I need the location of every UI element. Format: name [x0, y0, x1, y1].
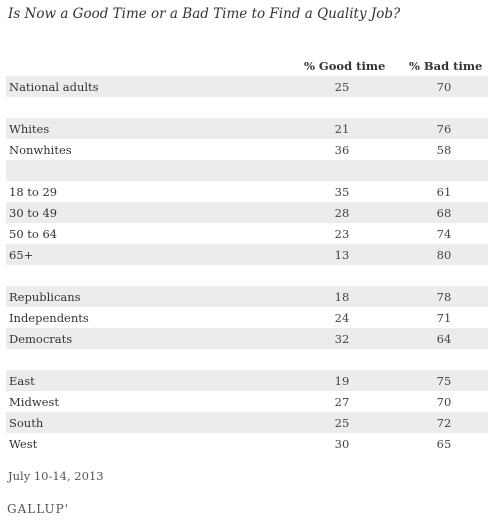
table-row: Independents 24 71 — [6, 307, 488, 328]
table-row: Republicans 18 78 — [6, 286, 488, 307]
table-header: % Good time % Bad time — [6, 55, 488, 76]
bad-time-value: 61 — [436, 185, 452, 199]
table-row: 18 to 29 35 61 — [6, 181, 488, 202]
bad-time-value: 68 — [436, 206, 452, 220]
bad-time-value: 58 — [436, 143, 452, 157]
table-row: National adults 25 70 — [6, 76, 488, 97]
bad-time-value: 72 — [436, 416, 452, 430]
bad-time-value: 70 — [436, 395, 452, 409]
column-header-bad-time: % Bad time — [409, 59, 483, 73]
table-row — [6, 97, 488, 118]
row-label: Democrats — [9, 332, 73, 346]
bad-time-value: 71 — [436, 311, 452, 325]
survey-date: July 10-14, 2013 — [8, 469, 104, 483]
row-label: South — [9, 416, 44, 430]
row-label: National adults — [9, 80, 99, 94]
bad-time-value: 74 — [436, 227, 452, 241]
table-row — [6, 265, 488, 286]
bad-time-value: 70 — [436, 80, 452, 94]
table-row: South 25 72 — [6, 412, 488, 433]
data-table: % Good time % Bad time National adults 25… — [6, 55, 488, 454]
good-time-value: 13 — [334, 248, 350, 262]
table-row — [6, 160, 488, 181]
table-row: Nonwhites 36 58 — [6, 139, 488, 160]
row-label: Independents — [9, 311, 89, 325]
good-time-value: 30 — [334, 437, 350, 451]
good-time-value: 18 — [334, 290, 350, 304]
good-time-value: 27 — [334, 395, 350, 409]
row-label: Nonwhites — [9, 143, 72, 157]
bad-time-value: 76 — [436, 122, 452, 136]
table-row: Midwest 27 70 — [6, 391, 488, 412]
row-label: 30 to 49 — [9, 206, 58, 220]
good-time-value: 28 — [334, 206, 350, 220]
good-time-value: 36 — [334, 143, 350, 157]
row-label: 18 to 29 — [9, 185, 58, 199]
good-time-value: 25 — [334, 80, 350, 94]
good-time-value: 19 — [334, 374, 350, 388]
bad-time-value: 75 — [436, 374, 452, 388]
good-time-value: 35 — [334, 185, 350, 199]
table-row: Whites 21 76 — [6, 118, 488, 139]
row-label: West — [9, 437, 38, 451]
row-label: East — [9, 374, 35, 388]
bad-time-value: 78 — [436, 290, 452, 304]
bad-time-value: 65 — [436, 437, 452, 451]
column-header-good-time: % Good time — [304, 59, 386, 73]
row-label: Whites — [9, 122, 50, 136]
table-row: 30 to 49 28 68 — [6, 202, 488, 223]
table-body: National adults 25 70 Whites 21 76 Nonwhites 36… — [6, 76, 488, 454]
row-label: Midwest — [9, 395, 59, 409]
table-row: 65+ 13 80 — [6, 244, 488, 265]
table-row: East 19 75 — [6, 370, 488, 391]
table-row: Democrats 32 64 — [6, 328, 488, 349]
row-label: 65+ — [9, 248, 34, 262]
bad-time-value: 80 — [436, 248, 452, 262]
table-row — [6, 349, 488, 370]
row-label: 50 to 64 — [9, 227, 58, 241]
gallup-logo: GALLUP' — [7, 502, 70, 516]
good-time-value: 23 — [334, 227, 350, 241]
good-time-value: 24 — [334, 311, 350, 325]
good-time-value: 25 — [334, 416, 350, 430]
chart-title: Is Now a Good Time or a Bad Time to Find… — [8, 6, 401, 22]
table-row: 50 to 64 23 74 — [6, 223, 488, 244]
row-label: Republicans — [9, 290, 81, 304]
table-row: West 30 65 — [6, 433, 488, 454]
good-time-value: 21 — [334, 122, 350, 136]
bad-time-value: 64 — [436, 332, 452, 346]
good-time-value: 32 — [334, 332, 350, 346]
